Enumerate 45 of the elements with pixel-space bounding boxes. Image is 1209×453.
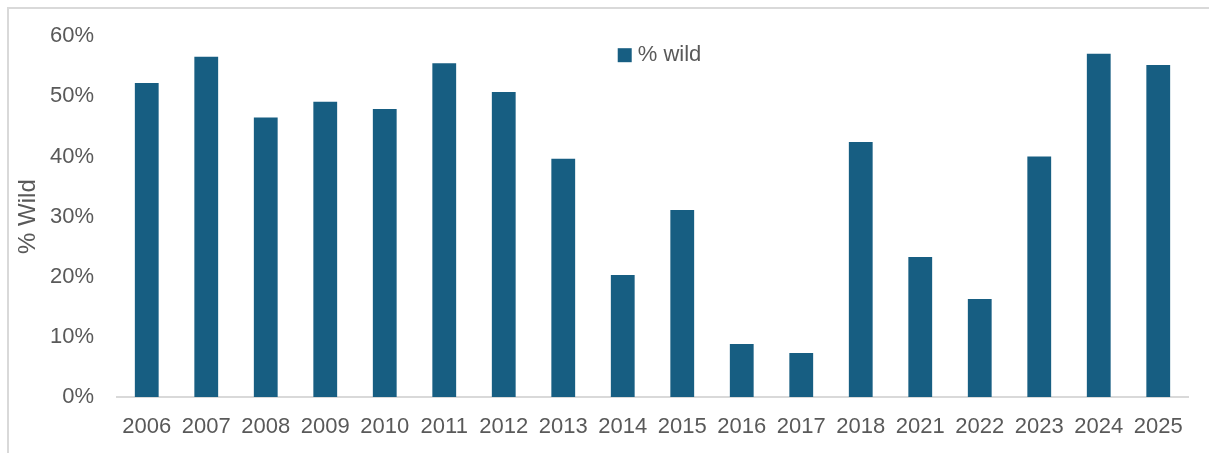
- x-tick-label: 2012: [479, 413, 529, 439]
- bar: [610, 274, 635, 397]
- x-tick-label: 2021: [895, 413, 945, 439]
- x-tick-label: 2018: [836, 413, 886, 439]
- bar: [848, 142, 873, 397]
- bar: [313, 101, 338, 397]
- bar: [372, 108, 397, 397]
- bar: [551, 158, 576, 397]
- bar: [194, 56, 219, 397]
- x-tick-label: 2013: [538, 413, 588, 439]
- y-tick-label: 10%: [49, 322, 94, 348]
- x-tick-label: 2008: [241, 413, 291, 439]
- x-tick-label: 2007: [181, 413, 231, 439]
- x-tick-label: 2014: [598, 413, 648, 439]
- x-tick-label: 2025: [1133, 413, 1183, 439]
- legend-label: % wild: [637, 41, 702, 67]
- y-tick-label: 0%: [62, 383, 94, 409]
- bar: [432, 63, 457, 397]
- bar: [134, 83, 159, 397]
- x-tick-label: 2015: [657, 413, 707, 439]
- x-tick-label: 2011: [420, 413, 468, 439]
- bar: [789, 353, 814, 397]
- bar: [670, 209, 695, 397]
- x-tick-label: 2006: [122, 413, 172, 439]
- bar: [967, 298, 992, 397]
- y-tick-label: 20%: [49, 262, 94, 288]
- y-tick-label: 50%: [49, 82, 94, 108]
- y-axis-title: % Wild: [13, 179, 41, 254]
- x-tick-label: 2023: [1014, 413, 1064, 439]
- bar: [491, 92, 516, 397]
- x-tick-label: 2016: [717, 413, 767, 439]
- x-tick-label: 2009: [300, 413, 350, 439]
- x-tick-label: 2024: [1074, 413, 1124, 439]
- bar: [908, 256, 933, 397]
- x-tick-label: 2017: [776, 413, 826, 439]
- bar: [1027, 156, 1052, 397]
- bar: [253, 117, 278, 397]
- y-tick-label: 40%: [49, 142, 94, 168]
- x-tick-label: 2010: [360, 413, 410, 439]
- bar: [729, 344, 754, 397]
- bar: [1146, 65, 1171, 397]
- y-tick-label: 30%: [49, 202, 94, 228]
- bar: [1086, 53, 1111, 397]
- x-tick-label: 2022: [955, 413, 1005, 439]
- y-tick-label: 60%: [49, 22, 94, 48]
